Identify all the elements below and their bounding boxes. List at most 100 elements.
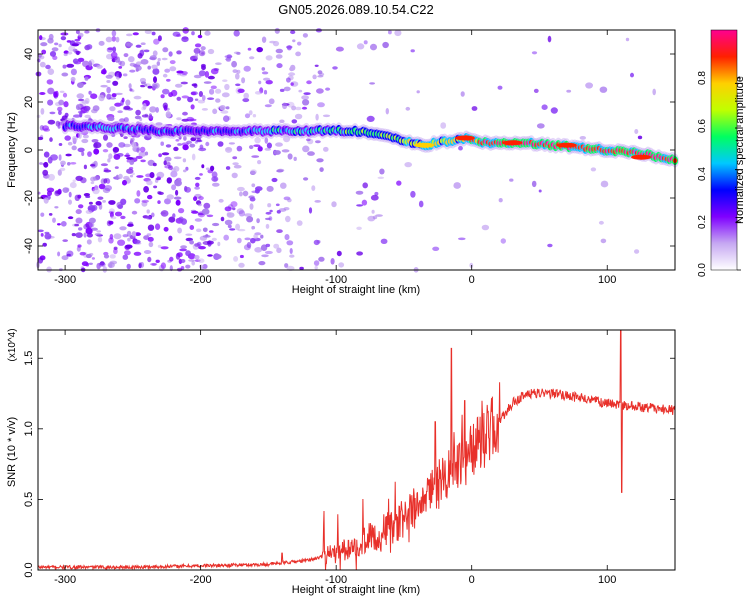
spectrogram-speckle <box>78 132 82 139</box>
spectrogram-speckle <box>133 239 141 244</box>
spectrogram-speckle <box>283 86 291 92</box>
spectrogram-speckle <box>118 66 123 69</box>
spectrogram-speckle <box>194 186 200 190</box>
spectrogram-speckle <box>263 77 271 81</box>
spectrogram-speckle <box>195 182 200 187</box>
spectrogram-speckle <box>143 186 150 193</box>
spectrogram-speckle <box>74 50 82 55</box>
spectrogram-speckle <box>47 173 56 181</box>
spectrogram-speckle <box>217 141 224 147</box>
spectrogram-speckle <box>47 99 54 106</box>
spectrogram-speckle <box>84 76 89 81</box>
spectrogram-speckle <box>175 199 181 206</box>
spectrogram-speckle <box>286 240 294 246</box>
spectrogram-speckle <box>123 105 131 110</box>
spectrogram-speckle <box>264 250 273 255</box>
spectrogram-speckle <box>118 60 122 66</box>
spectrogram-speckle <box>37 229 44 233</box>
spectrogram-hotspot <box>556 142 577 148</box>
spectrogram-speckle <box>231 172 238 179</box>
spectrogram-speckle <box>180 259 186 263</box>
spectrogram-speckle <box>94 233 102 236</box>
spectrogram-speckle <box>147 65 151 70</box>
spectrogram-speckle <box>102 149 109 153</box>
snr-y-multiplier: (x10^4) <box>7 328 18 361</box>
spectrogram-speckle <box>122 179 127 186</box>
spectrogram-speckle <box>172 213 176 219</box>
spectrogram-speckle <box>130 137 135 142</box>
spectrogram-speckle <box>531 180 537 188</box>
spectrogram-speckle <box>142 103 147 110</box>
spectrogram-speckle <box>219 105 226 111</box>
spectrogram-speckle <box>243 244 251 251</box>
spectrogram-speckle <box>42 169 49 176</box>
spectrogram-speckle <box>293 156 297 161</box>
spectrogram-speckle <box>256 47 264 53</box>
spectrogram-speckle <box>108 153 113 160</box>
spectrogram-speckle <box>223 115 230 122</box>
spectrogram-speckle <box>164 156 172 162</box>
spectrogram-speckle <box>109 106 116 112</box>
spectrogram-speckle <box>57 106 63 112</box>
spectrogram-speckle <box>123 175 130 180</box>
spectrogram-speckle <box>284 263 289 268</box>
spectrogram-speckle <box>302 145 310 153</box>
snr-x-tick-label: 0 <box>469 574 475 586</box>
spectrogram-speckle <box>269 40 276 44</box>
spectrogram-speckle <box>166 162 171 166</box>
spectrogram-speckle <box>113 233 122 240</box>
spectrogram-speckle <box>74 194 81 201</box>
spectrogram-speckle <box>107 262 115 268</box>
spectrogram-speckle <box>144 151 149 156</box>
spectrogram-speckle <box>325 87 331 91</box>
spectrogram-speckle <box>481 224 490 231</box>
spectrogram-speckle <box>39 61 46 68</box>
spectrogram-speckle <box>97 236 103 243</box>
spectrogram-speckle <box>92 187 100 195</box>
spectrogram-speckle <box>160 94 165 99</box>
spectrogram-speckle <box>498 198 503 203</box>
spectrogram-speckle <box>201 108 208 111</box>
spectrogram-speckle <box>149 172 155 179</box>
spectrogram-speckle <box>103 254 110 259</box>
spectrogram-speckle <box>63 101 69 108</box>
spectrogram-speckle <box>283 135 291 143</box>
spectrogram-speckle <box>193 47 201 54</box>
spectrogram-speckle <box>244 113 251 119</box>
spectrogram-speckle <box>550 107 558 114</box>
spectrogram-speckle <box>198 196 204 201</box>
spectrogram-speckle <box>73 114 81 118</box>
spectrogram-speckle <box>114 211 123 217</box>
spectrogram-speckle <box>160 262 166 270</box>
spectrogram-speckle <box>75 232 83 239</box>
spectrogram-speckle <box>136 175 144 178</box>
spectrogram-speckle <box>198 246 206 250</box>
spectrogram-speckle <box>58 99 65 106</box>
spectrogram-speckle <box>155 177 161 181</box>
spectrogram-speckle <box>198 258 205 264</box>
spectrogram-speckle <box>132 32 139 36</box>
spectrogram-speckle <box>120 215 126 220</box>
spectrogram-speckle <box>126 263 131 270</box>
spectrogram-speckle <box>295 106 302 111</box>
spectrogram-speckle <box>458 145 463 151</box>
spectrogram-speckle <box>183 169 187 173</box>
spectrogram-speckle <box>49 137 53 142</box>
spectrogram-speckle <box>88 217 96 224</box>
spectrogram-speckle <box>418 200 424 208</box>
spectrogram-speckle <box>111 30 117 37</box>
spectrogram-speckle <box>111 93 117 98</box>
spectrogram-speckle <box>150 262 158 266</box>
spectrogram-speckle <box>263 89 268 95</box>
spectrogram-speckle <box>194 254 200 260</box>
spectrogram-speckle <box>42 125 49 131</box>
spectrogram-speckle <box>168 92 174 98</box>
spectrogram-speckle <box>182 158 187 163</box>
spectrogram-speckle <box>168 51 173 57</box>
spectrogram-speckle <box>153 185 158 189</box>
spectrogram-speckle <box>109 254 116 259</box>
spectrogram-speckle <box>144 134 152 141</box>
spectrogram-speckle <box>66 63 75 68</box>
spectrogram-speckle <box>145 215 152 220</box>
spectrogram-speckle <box>151 212 155 218</box>
